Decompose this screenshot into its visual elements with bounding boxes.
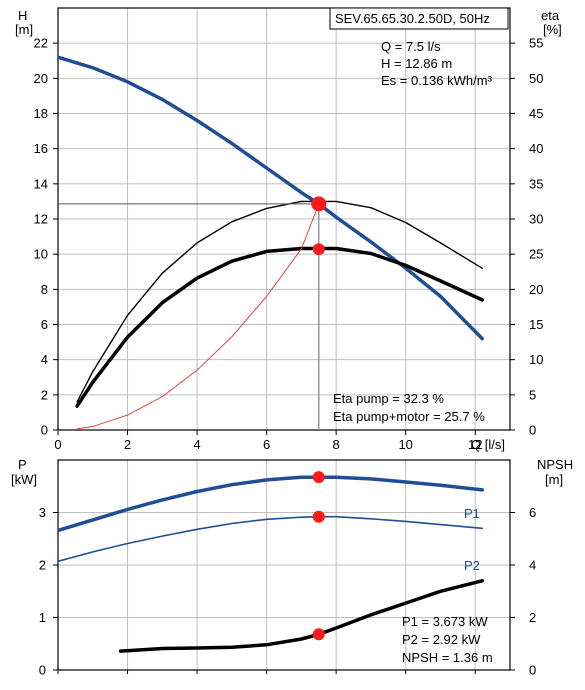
x-tick-label: 2	[124, 437, 131, 452]
info-h: H = 12.86 m	[381, 56, 452, 71]
info-p1: P1 = 3.673 kW	[402, 614, 488, 629]
p1-curve	[58, 475, 484, 533]
top-right-axis-label: eta	[541, 8, 560, 23]
y-left-tick-label: 2	[41, 387, 48, 402]
y-right-tick-label: 20	[529, 282, 543, 297]
y-right-tick-label: 25	[529, 247, 543, 262]
x-tick-label: 8	[333, 437, 340, 452]
bottom-left-axis-unit: [kW]	[11, 472, 37, 487]
series-label-p1: P1	[464, 506, 480, 521]
y-left-tick-label: 0	[41, 423, 48, 438]
bottom-right-axis-label: NPSH	[537, 457, 573, 472]
title-box	[329, 7, 509, 30]
info-es: Es = 0.136 kWh/m³	[381, 73, 493, 88]
y-left-tick-label: 8	[41, 282, 48, 297]
y-left-tick-label: 10	[34, 247, 48, 262]
x-tick-label: 6	[263, 437, 270, 452]
chart-title: SEV.65.65.30.2.50D, 50Hz	[335, 11, 490, 26]
x-axis-label: Q [l/s]	[471, 437, 505, 452]
bottom-chart-markers	[312, 471, 325, 641]
y-right-tick-label: 55	[529, 36, 543, 51]
bottom-y-right-tick-label: 4	[529, 558, 536, 573]
y-left-tick-label: 18	[34, 106, 48, 121]
p2-curve	[58, 515, 483, 563]
bottom-y-left-tick-label: 1	[39, 610, 46, 625]
y-right-tick-label: 15	[529, 317, 543, 332]
eta-total-curve	[75, 246, 484, 408]
bottom-y-left-tick-label: 3	[39, 505, 46, 520]
y-left-tick-label: 16	[34, 141, 48, 156]
bottom-y-left-tick-label: 0	[39, 663, 46, 678]
x-tick-label: 0	[54, 437, 61, 452]
bottom-y-right-tick-label: 0	[529, 663, 536, 678]
y-left-tick-label: 14	[34, 176, 48, 191]
duty-point-head-marker	[311, 196, 327, 212]
y-right-tick-label: 50	[529, 71, 543, 86]
top-chart-markers	[58, 196, 327, 430]
info-q: Q = 7.5 l/s	[381, 39, 441, 54]
head-curve	[58, 55, 484, 341]
bottom-chart-grid	[58, 460, 510, 670]
duty-point-p1-marker	[312, 471, 325, 484]
info-npsh: NPSH = 1.36 m	[402, 650, 493, 665]
bottom-y-left-tick-label: 2	[39, 558, 46, 573]
bottom-right-axis-unit: [m]	[545, 472, 563, 487]
info-eta-total: Eta pump+motor = 25.7 %	[333, 409, 485, 424]
y-left-tick-label: 22	[34, 36, 48, 51]
info-eta-pump: Eta pump = 32.3 %	[333, 391, 444, 406]
bottom-y-right-tick-label: 2	[529, 610, 536, 625]
info-p2: P2 = 2.92 kW	[402, 632, 481, 647]
bottom-left-axis-label: P	[18, 457, 27, 472]
series-label-p2: P2	[464, 558, 480, 573]
y-left-tick-label: 4	[41, 352, 48, 367]
eta-pump-curve	[76, 200, 483, 403]
top-chart-grid	[58, 8, 510, 430]
duty-point-eta-marker	[312, 243, 325, 256]
x-tick-label: 12	[468, 437, 482, 452]
y-right-tick-label: 40	[529, 141, 543, 156]
duty-point-p2-marker	[312, 510, 325, 523]
x-tick-label: 10	[398, 437, 412, 452]
bottom-chart-series	[58, 475, 484, 653]
bottom-y-right-tick-label: 6	[529, 505, 536, 520]
npsh-curve	[118, 579, 484, 653]
top-left-axis-label: H	[18, 8, 27, 23]
y-right-tick-label: 0	[529, 423, 536, 438]
bottom-chart-ticks: 0 1 2 3 0 2 4 6	[39, 505, 536, 678]
top-chart-ticks: 0246810121416182022051015202530354045505…	[34, 36, 544, 452]
y-right-tick-label: 5	[529, 387, 536, 402]
duty-point-npsh-marker	[312, 628, 325, 641]
y-right-tick-label: 30	[529, 212, 543, 227]
y-left-tick-label: 20	[34, 71, 48, 86]
y-right-tick-label: 10	[529, 352, 543, 367]
y-right-tick-label: 35	[529, 176, 543, 191]
x-tick-label: 4	[193, 437, 200, 452]
top-left-axis-unit: [m]	[15, 22, 33, 37]
top-right-axis-unit: [%]	[543, 22, 562, 37]
y-left-tick-label: 12	[34, 212, 48, 227]
system-curve	[76, 203, 320, 430]
y-left-tick-label: 6	[41, 317, 48, 332]
y-right-tick-label: 45	[529, 106, 543, 121]
top-chart-series	[58, 55, 484, 430]
